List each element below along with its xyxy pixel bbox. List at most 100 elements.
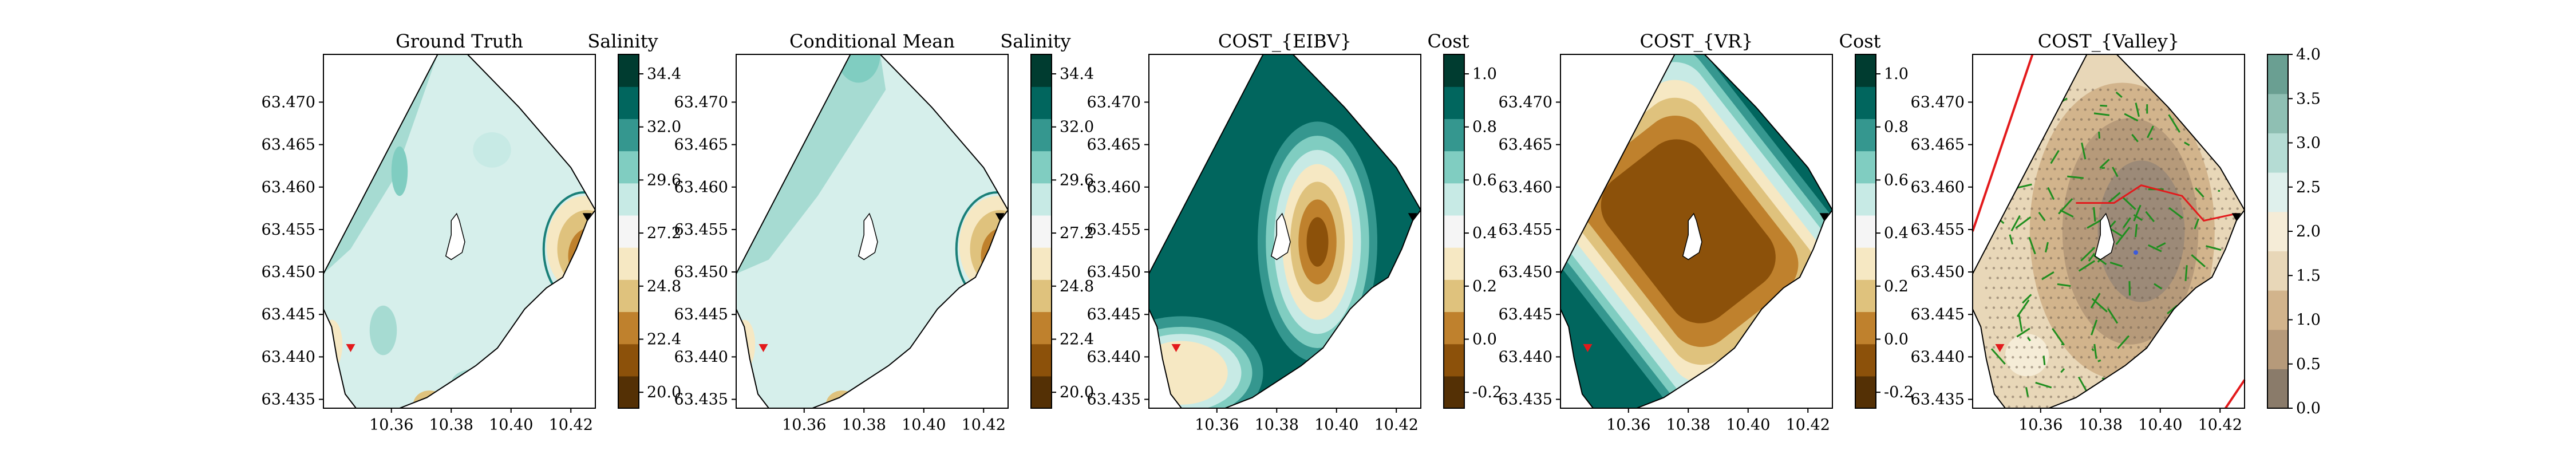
- waypoint: [2103, 98, 2106, 101]
- waypoint: [2012, 356, 2014, 359]
- colorbar-segment: [1855, 54, 1876, 87]
- waypoint: [2156, 217, 2159, 220]
- waypoint: [2137, 227, 2140, 230]
- waypoint: [2137, 385, 2140, 389]
- waypoint: [1992, 346, 1996, 349]
- waypoint: [2229, 88, 2231, 91]
- waypoint: [2072, 336, 2075, 339]
- waypoint: [2049, 356, 2052, 359]
- waypoint: [2160, 168, 2163, 171]
- tree-branch: [2038, 211, 2046, 222]
- waypoint: [2072, 396, 2075, 398]
- waypoint: [2103, 396, 2106, 398]
- y-tick-label: 63.460: [262, 179, 315, 196]
- y-tick-label: 63.470: [1911, 93, 1965, 111]
- waypoint: [2183, 306, 2186, 309]
- waypoint: [2111, 336, 2113, 339]
- tree-branch: [2123, 217, 2131, 228]
- waypoint: [2103, 138, 2106, 141]
- waypoint: [2019, 296, 2022, 299]
- waypoint: [1996, 277, 1999, 279]
- waypoint: [2225, 376, 2227, 378]
- y-tick-label: 63.450: [1911, 263, 1965, 281]
- waypoint: [2111, 98, 2113, 101]
- waypoint: [2004, 256, 2007, 260]
- waypoint: [2175, 286, 2178, 290]
- waypoint: [2038, 227, 2041, 230]
- waypoint: [2012, 296, 2014, 299]
- waypoint: [2030, 346, 2033, 349]
- waypoint: [2229, 326, 2231, 329]
- waypoint: [2121, 326, 2125, 329]
- end-marker: [995, 213, 1005, 222]
- waypoint: [2053, 168, 2056, 171]
- waypoint: [2049, 256, 2052, 260]
- waypoint: [2217, 296, 2220, 299]
- waypoint: [2015, 405, 2018, 408]
- waypoint: [2206, 366, 2208, 369]
- waypoint: [2202, 98, 2204, 101]
- waypoint: [2095, 197, 2098, 200]
- waypoint: [1996, 177, 1999, 180]
- y-tick-label: 63.465: [1499, 136, 1552, 154]
- colorbar-tick-label: 0.6: [1472, 171, 1497, 189]
- waypoint: [2065, 277, 2068, 279]
- colorbar-segment: [618, 311, 639, 345]
- waypoint: [2221, 128, 2224, 131]
- colorbar-tick-label: 2.5: [2296, 179, 2321, 196]
- tree-branch: [2028, 236, 2036, 255]
- waypoint: [2114, 267, 2117, 270]
- waypoint: [2164, 237, 2167, 240]
- waypoint: [2221, 286, 2224, 290]
- waypoint: [2053, 247, 2056, 250]
- waypoint: [2084, 366, 2087, 369]
- waypoint: [2012, 336, 2014, 339]
- waypoint: [2221, 267, 2224, 270]
- waypoint: [2175, 267, 2178, 270]
- waypoint: [2137, 326, 2140, 329]
- waypoint: [2152, 168, 2155, 171]
- waypoint: [2103, 277, 2106, 279]
- x-tick-label: 10.38: [842, 416, 886, 434]
- waypoint: [2038, 207, 2041, 210]
- waypoint: [1985, 306, 1988, 309]
- colorbar: 20.0 22.4 24.8 27.2 29.6 32.0 34.4 Salinity: [587, 30, 681, 409]
- waypoint: [2072, 277, 2075, 279]
- waypoint: [1996, 197, 1999, 200]
- colorbar-segment: [1855, 247, 1876, 280]
- waypoint: [2057, 157, 2060, 161]
- waypoint: [2023, 286, 2026, 290]
- tree-branch: [2168, 114, 2180, 133]
- waypoint: [2187, 316, 2190, 319]
- waypoint: [2038, 326, 2041, 329]
- waypoint: [2164, 197, 2167, 200]
- colorbar-tick-label: 1.0: [1472, 65, 1497, 83]
- waypoint: [2125, 98, 2128, 101]
- waypoint: [2111, 177, 2113, 180]
- boundary-line: [1971, 54, 2034, 232]
- colorbar-tick-label: 0.0: [1884, 330, 1909, 348]
- waypoint: [2076, 247, 2079, 250]
- waypoint: [2049, 177, 2052, 180]
- waypoint: [2225, 157, 2227, 161]
- waypoint: [2229, 128, 2231, 131]
- tree-branch: [2010, 215, 2021, 232]
- tree-branch: [2117, 335, 2130, 349]
- waypoint: [2225, 217, 2227, 220]
- waypoint: [2088, 157, 2091, 161]
- waypoint: [2167, 168, 2171, 171]
- high-salinity-patch: [369, 305, 397, 356]
- waypoint: [2160, 207, 2163, 210]
- tree-branch: [1977, 159, 1990, 167]
- waypoint: [2125, 157, 2128, 161]
- tree-branch: [2145, 211, 2155, 223]
- waypoint: [2053, 326, 2056, 329]
- waypoint: [2217, 336, 2220, 339]
- waypoint: [2240, 376, 2243, 378]
- waypoint: [2076, 108, 2079, 111]
- waypoint: [2091, 366, 2095, 369]
- colorbar-segment: [618, 376, 639, 409]
- waypoint: [2026, 98, 2030, 101]
- waypoint: [2061, 247, 2064, 250]
- waypoint: [2015, 326, 2018, 329]
